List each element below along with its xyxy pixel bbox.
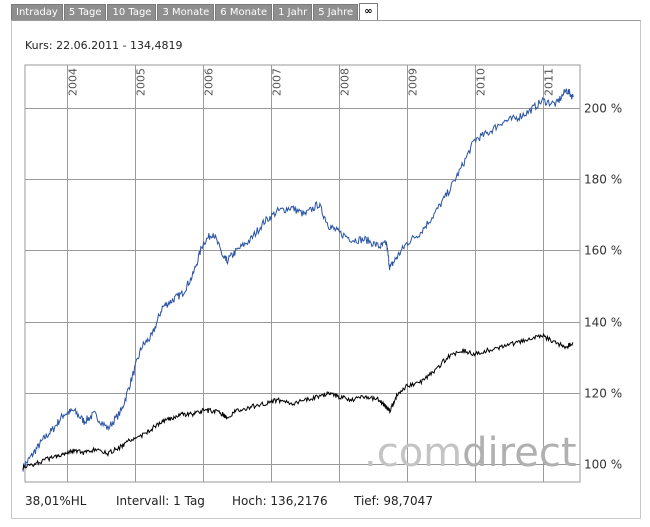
plot-border — [24, 64, 581, 483]
y-tick-label: 200 % — [584, 102, 622, 116]
x-tick-label: 2010 — [475, 68, 488, 96]
x-tick-label: 2004 — [67, 68, 80, 96]
y-tick-label: 160 % — [584, 244, 622, 258]
x-tick-label: 2007 — [271, 68, 284, 96]
y-tick-label: 180 % — [584, 173, 622, 187]
comdirect-watermark: .comdirect — [364, 430, 577, 476]
y-tick-label: 140 % — [584, 316, 622, 330]
y-axis-labels: 100 % 120 % 140 % 160 % 180 % 200 % — [584, 102, 622, 472]
series-layer — [22, 88, 574, 472]
y-tick-label: 120 % — [584, 387, 622, 401]
price-readout: Kurs: 22.06.2011 - 134,4819 — [25, 39, 183, 52]
x-tick-label: 2009 — [407, 68, 420, 96]
x-tick-label: 2011 — [543, 68, 556, 96]
x-tick-label: 2006 — [203, 68, 216, 96]
interval-label: Intervall: 1 Tag — [116, 494, 205, 508]
tab-max[interactable]: ∞ — [359, 3, 378, 22]
x-tick-label: 2005 — [135, 68, 148, 96]
performance-label: 38,01%HL — [25, 494, 87, 508]
high-label: Hoch: 136,2176 — [232, 494, 328, 508]
low-label: Tief: 98,7047 — [354, 494, 433, 508]
x-tick-label: 2008 — [339, 68, 352, 96]
series-line-blue — [22, 88, 574, 472]
series-line-black — [22, 332, 574, 471]
tab-5-tage[interactable]: 5 Tage — [63, 4, 107, 21]
x-axis-labels: 2004 2005 2006 2007 2008 2009 2010 2011 — [67, 68, 556, 96]
y-tick-label: 100 % — [584, 458, 622, 472]
chart-frame — [11, 20, 641, 519]
